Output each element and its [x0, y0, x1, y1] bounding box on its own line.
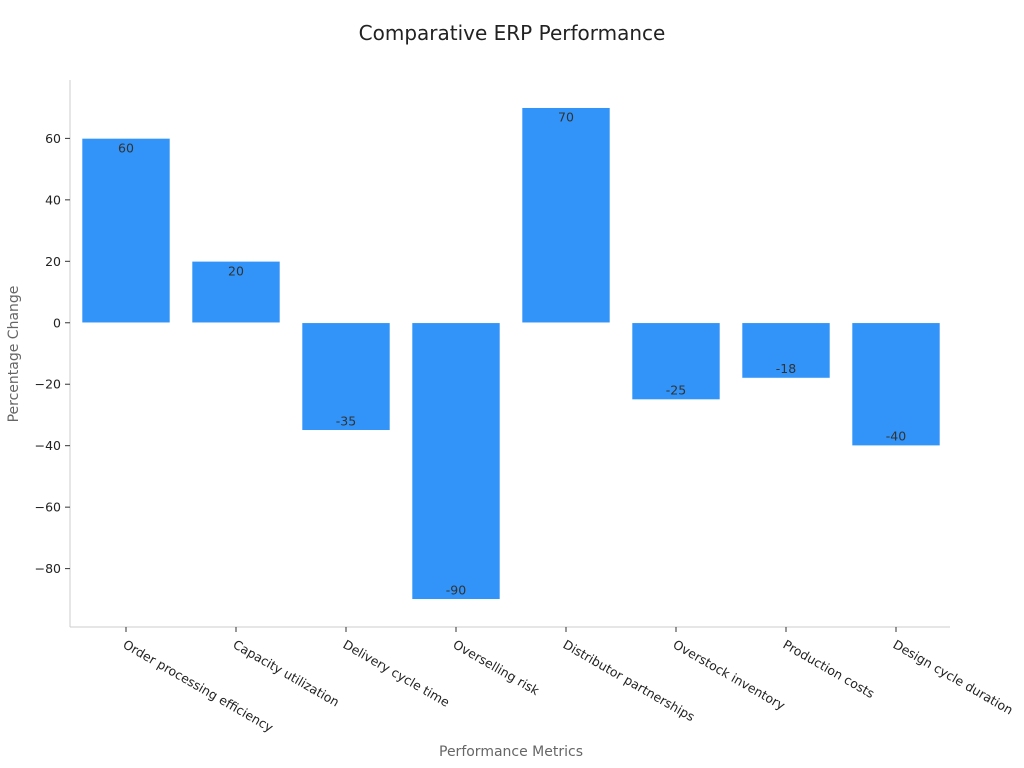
bar	[851, 322, 941, 446]
data-label: -18	[776, 361, 796, 376]
x-tick-label: Design cycle duration	[891, 637, 1016, 718]
x-tick-label: Overselling risk	[451, 637, 543, 699]
data-label: -40	[886, 429, 906, 444]
bar	[301, 322, 391, 431]
x-tick-label: Overstock inventory	[671, 637, 789, 714]
bar	[81, 138, 171, 324]
data-label: 20	[228, 263, 244, 278]
y-tick-label: 0	[53, 315, 61, 330]
y-tick-label: −40	[35, 438, 61, 453]
x-tick-label: Production costs	[781, 637, 878, 701]
y-tick-label: −80	[35, 561, 61, 576]
data-label: 60	[118, 140, 134, 155]
data-label: -90	[446, 582, 466, 597]
y-tick-label: −60	[35, 500, 61, 515]
data-label: 70	[558, 110, 574, 125]
bar	[411, 322, 501, 600]
y-tick-label: −20	[35, 377, 61, 392]
plot-area: 60 40 20 0 −20 −40 −60 −80 60 20 -35 -90 70 -25 -18 -40…	[35, 80, 1016, 735]
x-tick-label: Delivery cycle time	[341, 637, 453, 710]
x-tick-label: Capacity utilization	[231, 637, 342, 710]
bar	[521, 107, 611, 324]
data-label: -35	[336, 413, 356, 428]
chart-title: Comparative ERP Performance	[359, 21, 666, 45]
y-tick-label: 20	[45, 254, 61, 269]
y-tick-label: 40	[45, 192, 61, 207]
y-axis-title: Percentage Change	[6, 286, 22, 423]
data-label: -25	[666, 383, 686, 398]
bar	[741, 322, 831, 379]
x-axis-title: Performance Metrics	[439, 744, 583, 760]
bar	[631, 322, 721, 400]
bar	[191, 261, 281, 324]
y-tick-label: 60	[45, 131, 61, 146]
